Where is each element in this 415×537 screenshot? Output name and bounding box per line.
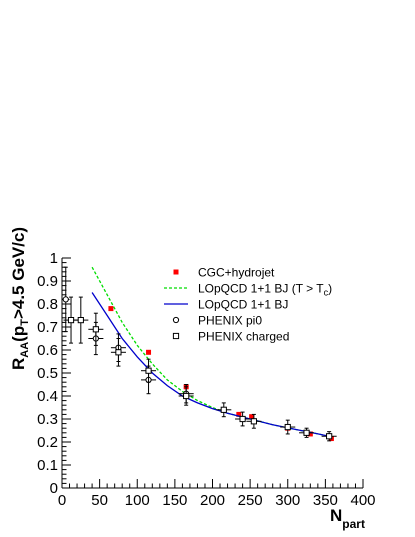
- point-cgc: [249, 414, 255, 420]
- series-layer: [62, 266, 337, 442]
- point-cgc: [236, 411, 242, 417]
- y-axis-title-sub2: T: [19, 319, 31, 326]
- legend-label: PHENIX pi0: [198, 314, 262, 328]
- legend: CGC+hydrojet LOpQCD 1+1 BJ (T > Tc)LOpQCD…: [164, 266, 332, 344]
- point-charged: [280, 419, 296, 435]
- marker: [284, 423, 291, 431]
- legend-item-cgc: CGC+hydrojet: [173, 266, 275, 280]
- point-charged: [216, 402, 232, 418]
- y-tick-label: 0.4: [37, 388, 58, 405]
- point-charged: [88, 312, 104, 346]
- y-tick-label: 0.6: [37, 342, 58, 359]
- legend-label: CGC+hydrojet: [198, 266, 275, 280]
- marker: [115, 349, 122, 356]
- x-tick-label: 50: [91, 492, 108, 509]
- y-tick-label: 0.9: [37, 273, 58, 290]
- marker: [250, 418, 257, 425]
- legend-item-blue: LOpQCD 1+1 BJ: [164, 298, 288, 312]
- point-cgc: [146, 349, 152, 355]
- y-axis-title: RAA(pT>4.5 GeV/c): [9, 227, 31, 370]
- y-tick-label: 0: [50, 480, 58, 497]
- x-tick-label: 350: [313, 492, 338, 509]
- marker: [92, 326, 99, 333]
- legend-symbol: [172, 316, 180, 324]
- point-charged: [178, 386, 194, 406]
- legend-label: LOpQCD 1+1 BJ: [198, 298, 288, 312]
- x-tick-label: 400: [350, 492, 375, 509]
- legend-label: LOpQCD 1+1 BJ (T > Tc): [198, 282, 332, 298]
- y-axis-title-rest: (p: [9, 326, 28, 342]
- point-charged: [110, 338, 126, 367]
- point-charged: [73, 296, 89, 344]
- y-axis: 0 0.1 0.2 0.3 0.4 0.5 0.6 0.7 0.8 0.9 1: [37, 250, 71, 497]
- marker: [239, 415, 246, 423]
- marker: [77, 317, 84, 324]
- legend-item-charged: PHENIX charged: [172, 330, 289, 344]
- y-tick-label: 0.7: [37, 319, 58, 336]
- legend-item-pi0: PHENIX pi0: [172, 314, 262, 328]
- x-axis-title: Npart: [330, 506, 365, 531]
- marker: [303, 429, 310, 436]
- marker: [145, 367, 152, 374]
- x-tick-label: 150: [162, 492, 187, 509]
- marker: [183, 392, 190, 400]
- point-cgc: [307, 431, 313, 437]
- x-axis-title-sub: part: [342, 517, 365, 531]
- y-tick-label: 0.2: [37, 434, 58, 451]
- marker: [220, 406, 227, 413]
- y-tick-label: 0.8: [37, 296, 58, 313]
- legend-symbol: [173, 269, 179, 275]
- point-charged: [321, 431, 337, 442]
- y-tick-label: 0.1: [37, 457, 58, 474]
- marker: [62, 296, 69, 303]
- legend-symbol: [172, 332, 180, 340]
- y-tick-label: 0.3: [37, 411, 58, 428]
- marker: [326, 433, 333, 440]
- y-tick-label: 0.5: [37, 365, 58, 382]
- y-axis-title-main: R: [9, 358, 28, 370]
- point-cgc: [108, 306, 114, 312]
- point-charged: [235, 411, 251, 427]
- point-charged: [246, 413, 262, 429]
- x-tick-label: 100: [125, 492, 150, 509]
- x-tick-label: 0: [58, 492, 66, 509]
- point-pi0: [62, 266, 70, 333]
- x-axis-title-main: N: [330, 506, 342, 525]
- point-charged: [63, 296, 79, 344]
- y-axis-title-tail: >4.5 GeV/c): [9, 227, 28, 319]
- point-charged: [141, 358, 157, 383]
- x-tick-label: 300: [275, 492, 300, 509]
- x-tick-label: 250: [238, 492, 263, 509]
- series-charged: [63, 296, 337, 442]
- x-tick-label: 200: [200, 492, 225, 509]
- legend-label: PHENIX charged: [198, 330, 289, 344]
- marker: [67, 317, 75, 324]
- y-tick-label: 1: [50, 250, 58, 267]
- point-charged: [299, 427, 315, 438]
- legend-item-green: LOpQCD 1+1 BJ (T > Tc): [164, 282, 332, 298]
- x-axis: 0 50 100 150 200 250 300 350 400: [58, 479, 376, 509]
- y-axis-title-sub: AA: [19, 342, 31, 358]
